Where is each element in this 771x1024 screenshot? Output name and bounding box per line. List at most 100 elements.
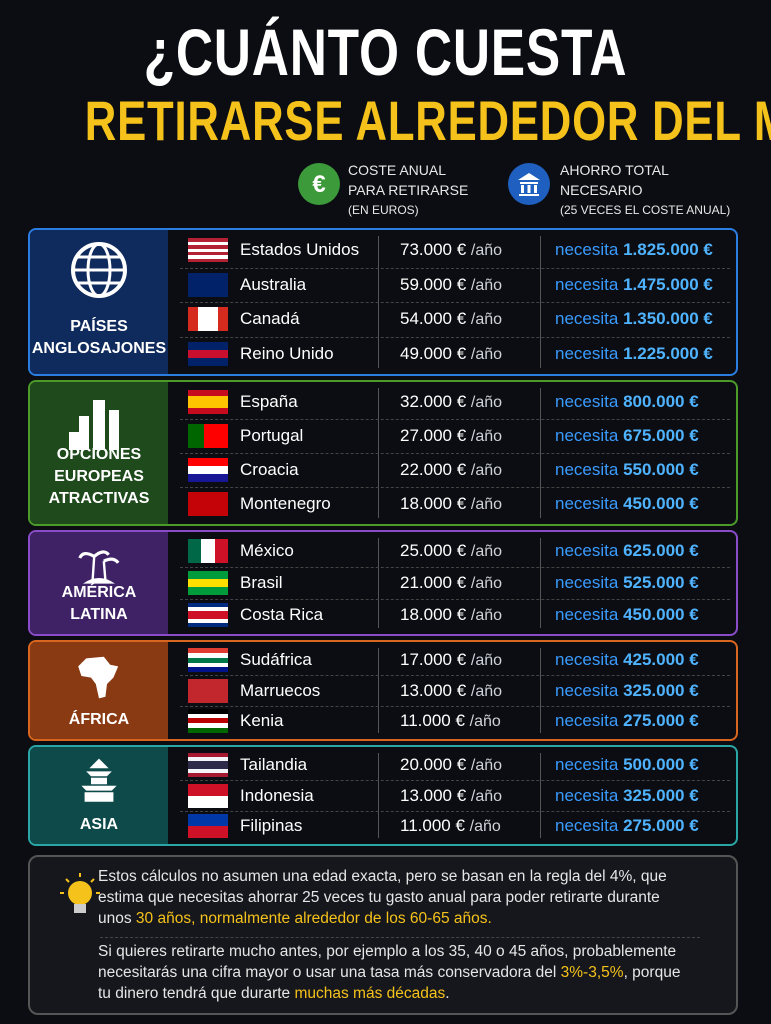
cost-unit: /año <box>470 428 503 445</box>
flag-stripe <box>188 474 228 482</box>
cost-value: 32.000 € <box>400 392 467 411</box>
flag-stripe <box>188 424 196 448</box>
savings-value: 425.000 € <box>623 650 699 670</box>
flag <box>188 272 228 297</box>
total-savings: necesita 425.000 € <box>555 650 699 670</box>
cost-unit: /año <box>470 543 503 560</box>
savings-value: 525.000 € <box>623 573 699 592</box>
total-savings: necesita 800.000 € <box>555 392 699 412</box>
row-divider <box>180 599 730 600</box>
total-savings: necesita 550.000 € <box>555 460 699 480</box>
needs-label: necesita <box>555 494 619 513</box>
needs-label: necesita <box>555 785 619 805</box>
annual-cost: 13.000 € /año <box>400 681 502 702</box>
row-divider <box>180 302 730 303</box>
country: Australia <box>240 274 307 294</box>
legend-line: AHORRO TOTAL <box>560 162 669 178</box>
row-divider <box>180 567 730 568</box>
needs-label: necesita <box>555 460 619 479</box>
flag-stripe <box>188 713 228 719</box>
column-divider <box>540 538 541 628</box>
cost-value: 11.000 € <box>400 710 465 730</box>
annual-cost: 27.000 € /año <box>400 426 502 447</box>
highlight-text: 30 años, normalmente alrededor de los 60… <box>135 910 492 927</box>
group-icon <box>71 242 127 298</box>
country: Reino Unido <box>240 343 334 363</box>
flag-stripe <box>198 307 208 332</box>
annual-cost: 11.000 € /año <box>400 711 501 732</box>
group-label-line: AMÉRICA <box>61 584 137 601</box>
flag-stripe <box>204 424 212 448</box>
total-savings: necesita 500.000 € <box>555 755 699 775</box>
group: PAÍSES ANGLOSAJONES Estados Unidos 73.000 €… <box>28 228 738 376</box>
flag-stripe <box>188 603 228 607</box>
savings-value: 625.000 € <box>623 541 699 560</box>
savings-value: 325.000 € <box>623 785 699 805</box>
flag-stripe <box>188 587 228 595</box>
legend-line: NECESARIO <box>560 182 643 198</box>
cost-value: 22.000 € <box>400 460 467 479</box>
cost-icon-symbol: € <box>312 171 325 198</box>
group-icon <box>69 400 119 450</box>
note-paragraph: Estos cálculos no asumen una edad exacta… <box>98 866 688 929</box>
total-savings: necesita 1.475.000 € <box>555 275 713 295</box>
annual-cost: 59.000 € /año <box>400 275 502 296</box>
country: Canadá <box>240 309 300 329</box>
flag-stripe <box>196 424 204 448</box>
flag-stripe <box>188 611 228 615</box>
savings-legend: AHORRO TOTAL NECESARIO (25 VECES EL COST… <box>560 160 730 220</box>
cost-value: 54.000 € <box>400 309 467 329</box>
flag-stripe <box>188 678 228 703</box>
savings-value: 325.000 € <box>623 680 699 700</box>
annual-cost: 18.000 € /año <box>400 494 502 515</box>
flag <box>188 539 228 563</box>
flag-stripe <box>188 241 228 246</box>
cost-value: 18.000 € <box>400 605 467 624</box>
annual-cost: 54.000 € /año <box>400 309 502 330</box>
needs-label: necesita <box>555 573 619 592</box>
country: Croacia <box>240 460 299 479</box>
needs-label: necesita <box>555 541 619 560</box>
group-label: OPCIONES EUROPEAS ATRACTIVAS <box>30 444 168 510</box>
annual-cost: 22.000 € /año <box>400 460 502 481</box>
country: Montenegro <box>240 494 331 513</box>
needs-label: necesita <box>555 710 619 730</box>
group-label-line: PAÍSES <box>70 318 128 335</box>
flag <box>188 753 228 778</box>
country: Costa Rica <box>240 605 324 624</box>
flag-stripe <box>188 272 228 297</box>
savings-value: 675.000 € <box>623 426 699 445</box>
flag-stripe <box>188 648 228 653</box>
note-text: , porque tu dinero tendrá que durarte <box>98 964 681 1002</box>
flag-stripe <box>188 255 228 259</box>
total-savings: necesita 325.000 € <box>555 681 699 701</box>
column-divider <box>378 648 379 733</box>
flag-stripe <box>188 245 228 249</box>
flag <box>188 238 228 263</box>
title-line2: RETIRARSE ALREDEDOR DEL MUNDO? <box>84 89 771 152</box>
total-savings: necesita 1.225.000 € <box>555 344 713 364</box>
cost-value: 21.000 € <box>400 573 467 592</box>
column-divider <box>540 648 541 733</box>
flag-stripe <box>188 466 228 474</box>
total-savings: necesita 275.000 € <box>555 711 699 731</box>
flag <box>188 648 228 673</box>
flag-stripe <box>188 607 228 611</box>
flag-stripe <box>188 579 228 587</box>
flag-stripe <box>208 307 218 332</box>
group-label-line: ATRACTIVAS <box>48 490 150 507</box>
note-text: Si quieres retirarte mucho antes, por ej… <box>98 943 677 981</box>
flag-stripe <box>188 623 228 627</box>
country: Tailandia <box>240 755 308 775</box>
annual-cost: 32.000 € /año <box>400 392 502 413</box>
flag-stripe <box>188 718 228 724</box>
total-savings: necesita 625.000 € <box>555 541 699 561</box>
flag-stripe <box>188 396 228 402</box>
flag-stripe <box>212 424 220 448</box>
note-paragraph: Si quieres retirarte mucho antes, por ej… <box>98 941 688 1004</box>
flag-stripe <box>188 619 228 623</box>
needs-label: necesita <box>555 680 619 700</box>
cost-unit: /año <box>470 652 503 670</box>
annual-cost: 18.000 € /año <box>400 605 502 626</box>
